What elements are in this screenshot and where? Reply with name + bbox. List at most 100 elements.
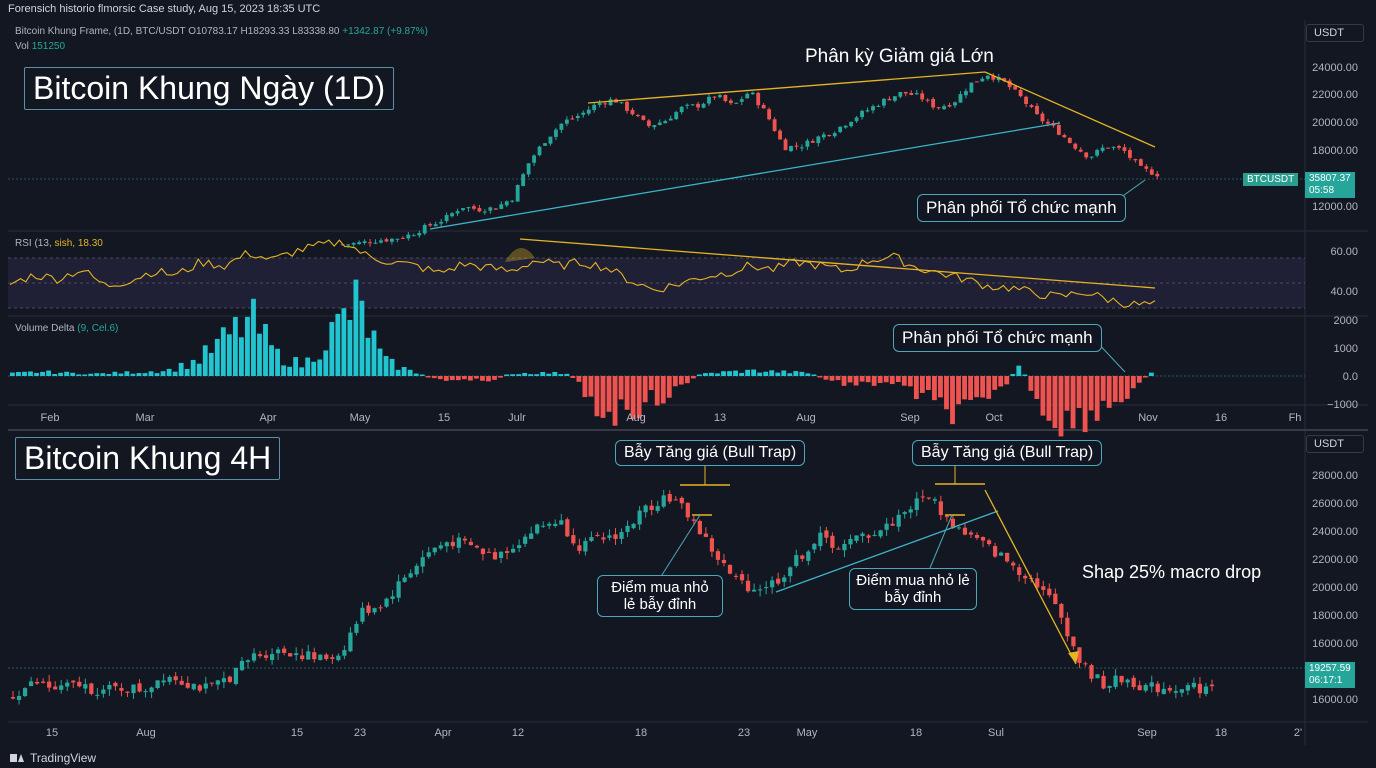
daily-candle-body (554, 129, 558, 137)
volume-delta-bar (1142, 376, 1148, 378)
h4-candle-body (854, 535, 859, 541)
h4-candle-body (999, 552, 1004, 556)
snapshot-header: Forensich historio flmorsic Case study, … (0, 0, 1376, 20)
h4-candle-body (312, 652, 317, 660)
h4-candle-body (739, 574, 745, 581)
volume-delta-bar (600, 376, 606, 418)
currency-button-h4[interactable]: USDT (1306, 435, 1364, 453)
h4-candle-body (390, 596, 395, 599)
daily-candle-body (564, 119, 569, 124)
volume-delta-tick: 2000 (1334, 315, 1358, 327)
volume-delta-bar (184, 368, 190, 376)
volume-delta-bar (672, 376, 678, 387)
volume-delta-bar (739, 372, 745, 376)
h4-candle-body (727, 564, 733, 574)
daily-candle-body (1062, 134, 1067, 138)
volume-delta-bar (895, 376, 901, 383)
h4-candle-body (938, 501, 943, 516)
volume-delta-bar (88, 373, 94, 376)
volume-delta-bar (64, 371, 70, 376)
daily-candle-body (756, 92, 761, 106)
h4-candle-body (450, 541, 455, 547)
h4-candle-body (1125, 679, 1130, 683)
time-axis-bottom-tick: 18 (1215, 727, 1227, 739)
volume-delta-bar (944, 376, 949, 410)
daily-candle-body (395, 238, 400, 240)
h4-candle-body (733, 575, 739, 577)
legend-open: O10783.17 (188, 26, 238, 37)
volume-delta-bar (962, 376, 967, 400)
bull-trap-label-2: Bẫy Tăng giá (Bull Trap) (912, 440, 1103, 466)
volume-delta-bar (365, 337, 371, 376)
volume-delta-bar (877, 376, 883, 383)
volume-delta-bar (118, 373, 124, 376)
daily-candle-body (1133, 159, 1138, 161)
time-axis-top-tick: Oct (985, 412, 1002, 424)
daily-candle-body (832, 133, 837, 137)
daily-candle-body (783, 139, 788, 151)
rsi-peak-highlight (505, 247, 535, 262)
last-price-h4: 19257.59 (1309, 663, 1351, 674)
h4-candle-body (1005, 552, 1010, 562)
time-axis-top-tick: Apr (259, 412, 276, 424)
h4-candle-body (800, 555, 805, 559)
volume-delta-bar (889, 376, 895, 385)
volume-delta-bar (353, 279, 359, 376)
daily-candle-body (1128, 150, 1132, 158)
daily-price-tick: 22000.00 (1312, 89, 1358, 101)
distribution-callout-daily: Phân phối Tổ chức mạnh (917, 194, 1126, 222)
daily-candle-body (690, 104, 695, 106)
daily-candle-body (745, 93, 750, 99)
daily-candle-body (718, 95, 722, 98)
h4-candle-body (788, 567, 793, 577)
h4-candle-body (1203, 686, 1209, 694)
daily-candle-body (428, 224, 433, 226)
volume-delta-bar (745, 369, 751, 376)
volume-delta-bar (154, 373, 160, 376)
daily-candle-body (789, 146, 793, 152)
volume-delta-bar (865, 376, 871, 383)
daily-candle-body (1117, 146, 1121, 148)
daily-candle-body (947, 105, 952, 107)
h4-candle-body (577, 545, 582, 551)
volume-delta-bar (172, 371, 178, 376)
h4-candle-body (83, 684, 88, 689)
volume-delta-bar (546, 373, 552, 376)
volume-delta-bar (582, 376, 588, 398)
volume-delta-bar (793, 371, 799, 376)
h4-candle-body (625, 525, 630, 532)
h4-candle-body (968, 532, 974, 535)
volume-delta-bar (22, 371, 27, 376)
daily-candle-body (1122, 147, 1127, 151)
buy-point-callout-1: Điểm mua nhỏ lẻ bẫy đỉnh (597, 575, 723, 617)
daily-candle-body (1046, 121, 1050, 124)
rsi-series (9, 239, 1156, 308)
h4-candle-body (595, 534, 600, 536)
volume-delta-bar (82, 374, 88, 376)
volume-delta-bar (564, 373, 570, 376)
h4-candle-body (962, 527, 968, 535)
daily-candle-body (411, 235, 416, 237)
h4-candle-body (920, 496, 925, 498)
currency-button-daily[interactable]: USDT (1306, 24, 1364, 42)
daily-candle-body (499, 204, 504, 209)
daily-candle-body (953, 102, 957, 106)
volume-delta-bar (178, 362, 184, 376)
h4-candle-body (902, 512, 907, 514)
h4-candles (10, 489, 1215, 705)
daily-candle-body (510, 200, 515, 202)
volume-delta-bar (40, 371, 45, 376)
volume-delta-bar (998, 376, 1004, 387)
time-axis-top-tick: Fh (1289, 412, 1302, 424)
volume-delta-bar (498, 376, 503, 378)
volume-delta-bar (419, 374, 425, 376)
h4-candle-body (10, 697, 16, 699)
daily-candle-body (679, 106, 684, 113)
time-axis-top-tick: 15 (438, 412, 450, 424)
volume-delta-tick: 0.0 (1343, 371, 1358, 383)
volume-delta-bar (697, 374, 702, 376)
time-axis-top-tick: Feb (41, 412, 60, 424)
volume-delta-bar (70, 372, 76, 376)
volume-delta-bar (323, 350, 329, 376)
